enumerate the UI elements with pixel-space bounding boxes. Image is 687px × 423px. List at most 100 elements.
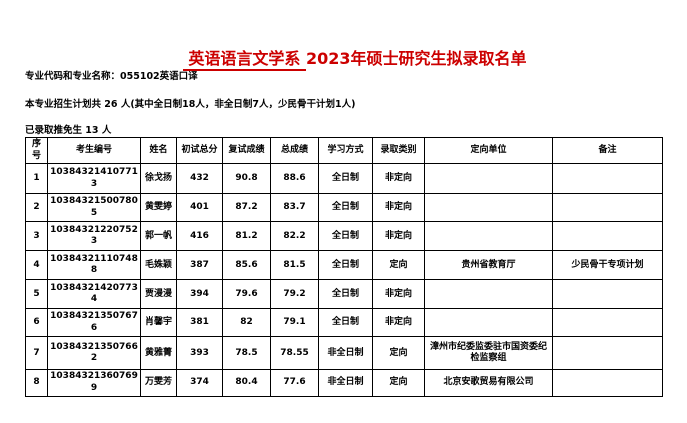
table-row: 7 103843213507662 黄雅菁 393 78.5 78.55 非全日制 定向 漳州市… — [25, 336, 663, 371]
table-cell: 贵州省教育厅 — [424, 250, 553, 281]
table-cell: 103843213507662 — [47, 336, 141, 371]
table-cell: 85.6 — [222, 250, 271, 281]
table-cell: 北京安歌贸易有限公司 — [424, 369, 553, 397]
table-cell: 非全日制 — [318, 369, 373, 397]
table-cell: 103843211107488 — [47, 250, 141, 281]
table-cell: 非定向 — [372, 163, 425, 195]
table-cell: 万雯芳 — [140, 369, 177, 397]
table-cell: 79.1 — [270, 308, 319, 338]
table-row: 4 103843211107488 毛姝颖 387 85.6 81.5 全日制 定向 贵州省教育… — [25, 250, 663, 281]
enrollment-plan-line: 本专业招生计划共 26 人(其中全日制18人，非全日制7人，少民骨干计划1人) — [25, 99, 356, 110]
table-cell: 肖馨宇 — [140, 308, 177, 338]
table-cell: 定向 — [372, 336, 425, 371]
table-cell: 黄雅菁 — [140, 336, 177, 371]
table-row: 2 103843215007805 黄雯婷 401 87.2 83.7 全日制 非定向 — [25, 193, 663, 223]
table-cell — [424, 279, 553, 310]
table-cell: 432 — [176, 163, 223, 195]
header-cell: 初试总分 — [176, 136, 223, 165]
table-cell: 103843214207734 — [47, 279, 141, 310]
table-cell: 非定向 — [372, 279, 425, 310]
table-cell: 103843212207523 — [47, 221, 141, 252]
table-cell: 定向 — [372, 369, 425, 397]
admission-table: 序号 考生编号 姓名 初试总分 复试成绩 总成绩 学习方式 录取类别 定向单位 备注 1 10384… — [25, 136, 663, 397]
table-cell: 非全日制 — [318, 336, 373, 371]
header-cell: 录取类别 — [372, 136, 425, 165]
table-cell: 全日制 — [318, 279, 373, 310]
table-cell: 6 — [25, 308, 48, 338]
table-cell: 全日制 — [318, 250, 373, 281]
table-cell: 2 — [25, 193, 48, 223]
header-cell: 定向单位 — [424, 136, 553, 165]
table-cell: 83.7 — [270, 193, 319, 223]
table-cell: 81.5 — [270, 250, 319, 281]
table-cell: 78.5 — [222, 336, 271, 371]
table-cell — [424, 308, 553, 338]
table-cell: 非定向 — [372, 221, 425, 252]
table-cell: 郭一帆 — [140, 221, 177, 252]
table-cell: 定向 — [372, 250, 425, 281]
table-cell: 4 — [25, 250, 48, 281]
table-cell: 全日制 — [318, 163, 373, 195]
table-cell: 漳州市纪委监委驻市国资委纪检监察组 — [424, 336, 553, 371]
table-cell: 黄雯婷 — [140, 193, 177, 223]
table-cell: 79.2 — [270, 279, 319, 310]
table-cell — [552, 336, 663, 371]
table-row: 3 103843212207523 郭一帆 416 81.2 82.2 全日制 非定向 — [25, 221, 663, 252]
table-cell: 8 — [25, 369, 48, 397]
table-cell: 88.6 — [270, 163, 319, 195]
table-cell: 374 — [176, 369, 223, 397]
table-cell — [552, 369, 663, 397]
table-cell: 全日制 — [318, 221, 373, 252]
table-cell: 82 — [222, 308, 271, 338]
table-cell — [552, 221, 663, 252]
table-cell: 381 — [176, 308, 223, 338]
table-cell: 393 — [176, 336, 223, 371]
major-code-line: 专业代码和专业名称：055102英语口译 — [25, 71, 198, 82]
table-cell: 77.6 — [270, 369, 319, 397]
table-cell: 401 — [176, 193, 223, 223]
table-cell: 贾漫漫 — [140, 279, 177, 310]
table-cell: 87.2 — [222, 193, 271, 223]
table-cell — [552, 193, 663, 223]
table-cell: 7 — [25, 336, 48, 371]
table-cell: 少民骨干专项计划 — [552, 250, 663, 281]
table-row: 6 103843213507676 肖馨宇 381 82 79.1 全日制 非定向 — [25, 308, 663, 338]
table-header-row: 序号 考生编号 姓名 初试总分 复试成绩 总成绩 学习方式 录取类别 定向单位 备注 — [25, 136, 663, 165]
table-cell: 78.55 — [270, 336, 319, 371]
table-row: 1 103843214107713 徐戈扬 432 90.8 88.6 全日制 非定向 — [25, 163, 663, 195]
table-cell — [552, 163, 663, 195]
table-cell: 非定向 — [372, 308, 425, 338]
table-cell — [552, 279, 663, 310]
table-cell: 5 — [25, 279, 48, 310]
table-cell — [552, 308, 663, 338]
table-cell — [424, 163, 553, 195]
table-cell: 103843215007805 — [47, 193, 141, 223]
table-cell: 387 — [176, 250, 223, 281]
table-cell: 103843213607699 — [47, 369, 141, 397]
table-cell: 90.8 — [222, 163, 271, 195]
table-cell: 1 — [25, 163, 48, 195]
table-cell — [424, 221, 553, 252]
table-cell: 3 — [25, 221, 48, 252]
table-cell: 全日制 — [318, 308, 373, 338]
table-cell: 徐戈扬 — [140, 163, 177, 195]
header-cell: 复试成绩 — [222, 136, 271, 165]
table-cell: 82.2 — [270, 221, 319, 252]
table-cell: 79.6 — [222, 279, 271, 310]
header-cell: 考生编号 — [47, 136, 141, 165]
table-cell: 非定向 — [372, 193, 425, 223]
header-cell: 序号 — [25, 136, 48, 165]
header-cell: 备注 — [552, 136, 663, 165]
header-cell: 总成绩 — [270, 136, 319, 165]
table-row: 5 103843214207734 贾漫漫 394 79.6 79.2 全日制 非定向 — [25, 279, 663, 310]
header-cell: 姓名 — [140, 136, 177, 165]
table-cell: 全日制 — [318, 193, 373, 223]
table-row: 8 103843213607699 万雯芳 374 80.4 77.6 非全日制 定向 北京安歌… — [25, 369, 663, 397]
page-title-underlined: 英语语言文学系 — [182, 49, 306, 71]
page-title-rest: 2023年硕士研究生拟录取名单 — [305, 49, 527, 68]
page-title: 英语语言文学系 2023年硕士研究生拟录取名单 — [0, 26, 687, 88]
tuimian-count-line: 已录取推免生 13 人 — [25, 122, 112, 138]
table-cell: 103843213507676 — [47, 308, 141, 338]
table-cell: 80.4 — [222, 369, 271, 397]
